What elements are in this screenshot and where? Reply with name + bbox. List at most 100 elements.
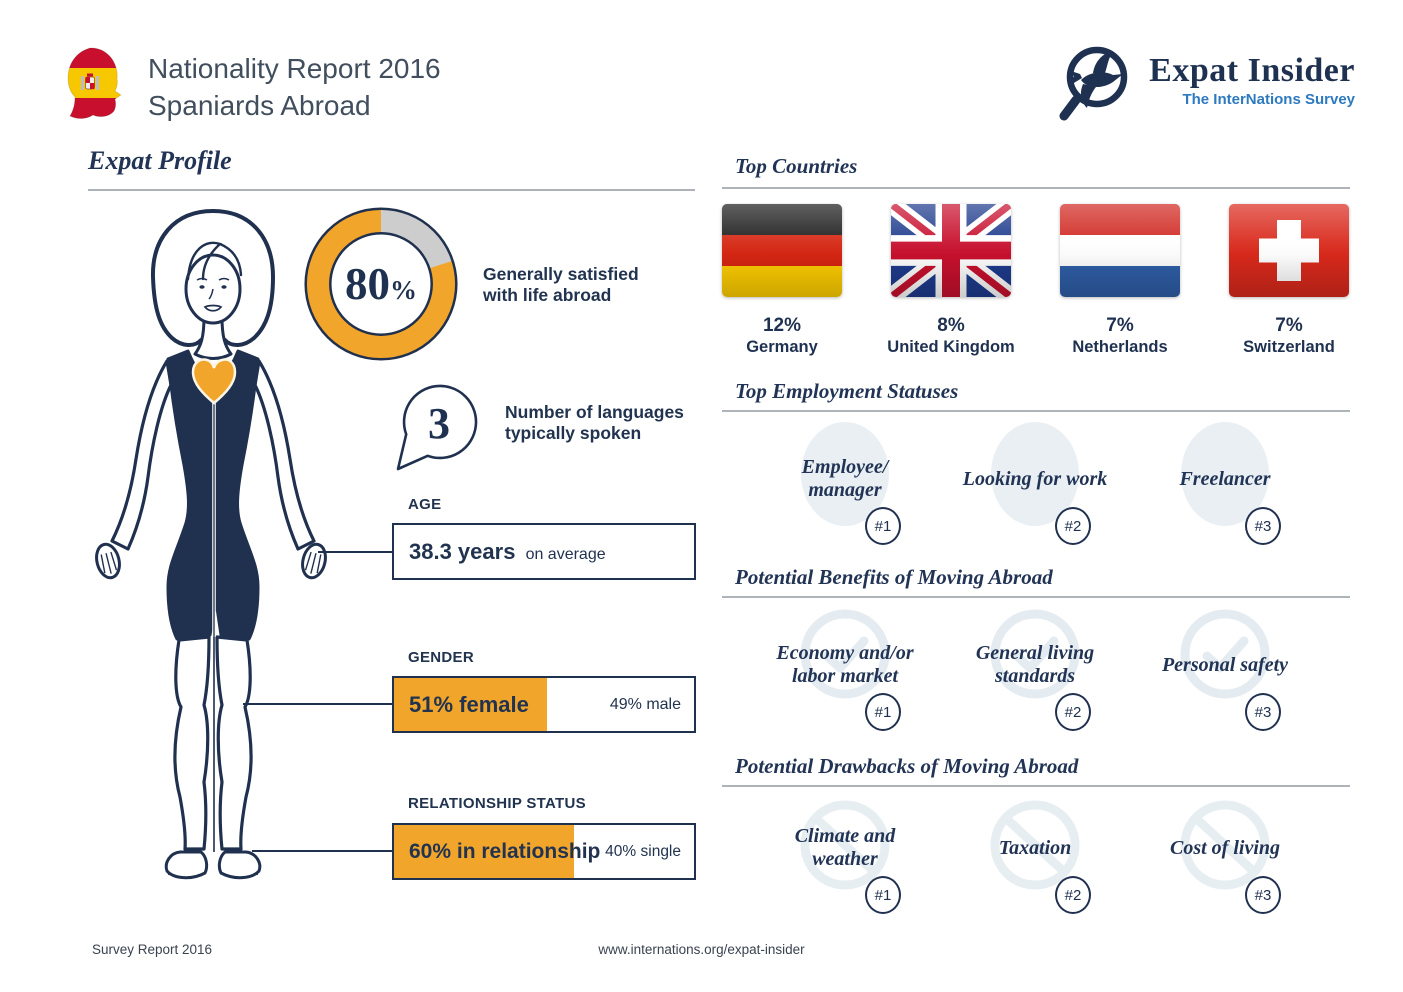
divider-left bbox=[88, 189, 695, 191]
employment-item-2: Looking for work #2 bbox=[940, 420, 1130, 580]
rank-badge: #3 bbox=[1245, 876, 1281, 914]
expat-insider-logo-icon bbox=[1059, 44, 1129, 129]
satisfaction-value: 80% bbox=[303, 206, 459, 362]
section-heading-expat-profile: Expat Profile bbox=[88, 146, 232, 175]
rank-badge: #1 bbox=[865, 507, 901, 545]
drawbacks-row: Climate and weather #1 Taxation #2 Cost … bbox=[722, 781, 1350, 941]
satisfaction-caption: Generally satisfied with life abroad bbox=[483, 264, 639, 305]
no-sign-icon bbox=[800, 800, 890, 890]
rank-badge: #2 bbox=[1055, 507, 1091, 545]
report-title: Nationality Report 2016 Spaniards Abroad bbox=[148, 50, 441, 124]
brand-block: Expat Insider The InterNations Survey bbox=[1149, 52, 1355, 108]
check-circle-icon bbox=[1180, 609, 1270, 699]
satisfaction-number: 80 bbox=[345, 259, 390, 309]
top-countries-row: 12% Germany 8% United Kingdom bbox=[722, 204, 1349, 357]
rank-badge: #2 bbox=[1055, 693, 1091, 731]
gender-label: GENDER bbox=[408, 649, 474, 666]
relationship-secondary-value: 40% single bbox=[605, 842, 681, 860]
drawback-item-1: Climate and weather #1 bbox=[750, 789, 940, 949]
benefit-item-label: General living standards bbox=[975, 642, 1095, 687]
drawback-item-2: Taxation #2 bbox=[940, 789, 1130, 949]
benefit-item-label: Personal safety bbox=[1161, 653, 1289, 676]
drawback-item-3: Cost of living #3 bbox=[1130, 789, 1320, 949]
age-connector-line bbox=[318, 551, 392, 553]
drawback-item-label: Cost of living bbox=[1169, 836, 1280, 859]
rank-badge: #1 bbox=[865, 693, 901, 731]
country-name: Netherlands bbox=[1072, 338, 1168, 356]
relationship-primary-value: 60% in relationship bbox=[409, 839, 601, 863]
country-item-switzerland: 7% Switzerland bbox=[1229, 204, 1349, 357]
employment-item-label: Freelancer bbox=[1179, 467, 1271, 490]
heart-icon bbox=[191, 358, 237, 405]
woman-figure-illustration bbox=[68, 207, 333, 898]
country-name: Switzerland bbox=[1243, 338, 1335, 356]
section-heading-benefits: Potential Benefits of Moving Abroad bbox=[735, 565, 1053, 589]
gender-female-value: 51% female bbox=[409, 691, 529, 717]
country-pct: 12% bbox=[762, 315, 802, 336]
country-name: United Kingdom bbox=[887, 338, 1015, 356]
relationship-connector-line bbox=[252, 850, 392, 852]
age-box: 38.3 years on average bbox=[392, 523, 696, 580]
languages-speech-bubble-icon: 3 bbox=[389, 382, 487, 480]
benefit-item-2: General living standards #2 bbox=[940, 606, 1130, 766]
country-pct: 7% bbox=[1106, 315, 1134, 336]
uk-flag-icon bbox=[891, 204, 1011, 297]
drawback-item-label: Climate and weather bbox=[794, 825, 896, 870]
employment-item-3: Freelancer #3 bbox=[1130, 420, 1320, 580]
report-title-line2: Spaniards Abroad bbox=[148, 90, 371, 121]
benefit-item-1: Economy and/or labor market #1 bbox=[750, 606, 940, 766]
gender-male-value: 49% male bbox=[609, 695, 681, 713]
employment-item-1: Employee/ manager #1 bbox=[750, 420, 940, 580]
switzerland-flag-icon bbox=[1229, 204, 1349, 297]
divider-benefits bbox=[722, 596, 1350, 598]
benefit-item-label: Economy and/or labor market bbox=[776, 642, 914, 687]
relationship-bar: 60% in relationship 40% single bbox=[392, 823, 696, 880]
country-pct: 8% bbox=[937, 315, 965, 336]
no-sign-icon bbox=[990, 800, 1080, 890]
rank-badge: #2 bbox=[1055, 876, 1091, 914]
spain-head-flag-icon bbox=[64, 46, 126, 125]
gender-bar-fill bbox=[394, 678, 547, 731]
gender-connector-line bbox=[243, 703, 392, 705]
relationship-bar-fill bbox=[394, 825, 574, 878]
age-value: 38.3 years on average bbox=[409, 538, 606, 564]
no-sign-icon bbox=[1180, 800, 1270, 890]
satisfaction-unit: % bbox=[390, 275, 417, 305]
person-blob-icon bbox=[1181, 422, 1269, 526]
benefits-row: Economy and/or labor market #1 General l… bbox=[722, 606, 1350, 766]
country-item-netherlands: 7% Netherlands bbox=[1060, 204, 1180, 357]
brand-name: Expat Insider bbox=[1149, 52, 1355, 89]
country-item-united-kingdom: 8% United Kingdom bbox=[887, 204, 1015, 357]
age-suffix: on average bbox=[525, 545, 606, 563]
languages-caption: Number of languages typically spoken bbox=[505, 402, 684, 443]
germany-flag-icon bbox=[722, 204, 842, 297]
brand-tagline: The InterNations Survey bbox=[1182, 91, 1355, 108]
age-label: AGE bbox=[408, 496, 442, 513]
employment-item-label: Looking for work bbox=[962, 467, 1108, 490]
section-heading-top-countries: Top Countries bbox=[735, 154, 858, 178]
country-pct: 7% bbox=[1275, 315, 1303, 336]
section-heading-drawbacks: Potential Drawbacks of Moving Abroad bbox=[735, 754, 1079, 778]
check-circle-icon bbox=[990, 609, 1080, 699]
footer-report-label: Survey Report 2016 bbox=[92, 942, 213, 957]
section-heading-employment: Top Employment Statuses bbox=[735, 379, 959, 403]
rank-badge: #3 bbox=[1245, 693, 1281, 731]
drawback-item-label: Taxation bbox=[998, 836, 1072, 859]
divider-drawbacks bbox=[722, 785, 1350, 787]
person-blob-icon bbox=[801, 422, 889, 526]
gender-bar: 51% female 49% male bbox=[392, 676, 696, 733]
rank-badge: #1 bbox=[865, 876, 901, 914]
divider-employment bbox=[722, 410, 1350, 412]
netherlands-flag-icon bbox=[1060, 204, 1180, 297]
relationship-label: RELATIONSHIP STATUS bbox=[408, 795, 586, 812]
report-title-line1: Nationality Report 2016 bbox=[148, 53, 441, 84]
footer-url: www.internations.org/expat-insider bbox=[598, 942, 805, 957]
employment-item-label: Employee/ manager bbox=[801, 456, 889, 501]
satisfaction-donut-chart: 80% bbox=[303, 206, 459, 362]
benefit-item-3: Personal safety #3 bbox=[1130, 606, 1320, 766]
person-blob-icon bbox=[991, 422, 1079, 526]
languages-number: 3 bbox=[428, 398, 450, 448]
check-circle-icon bbox=[800, 609, 890, 699]
rank-badge: #3 bbox=[1245, 507, 1281, 545]
